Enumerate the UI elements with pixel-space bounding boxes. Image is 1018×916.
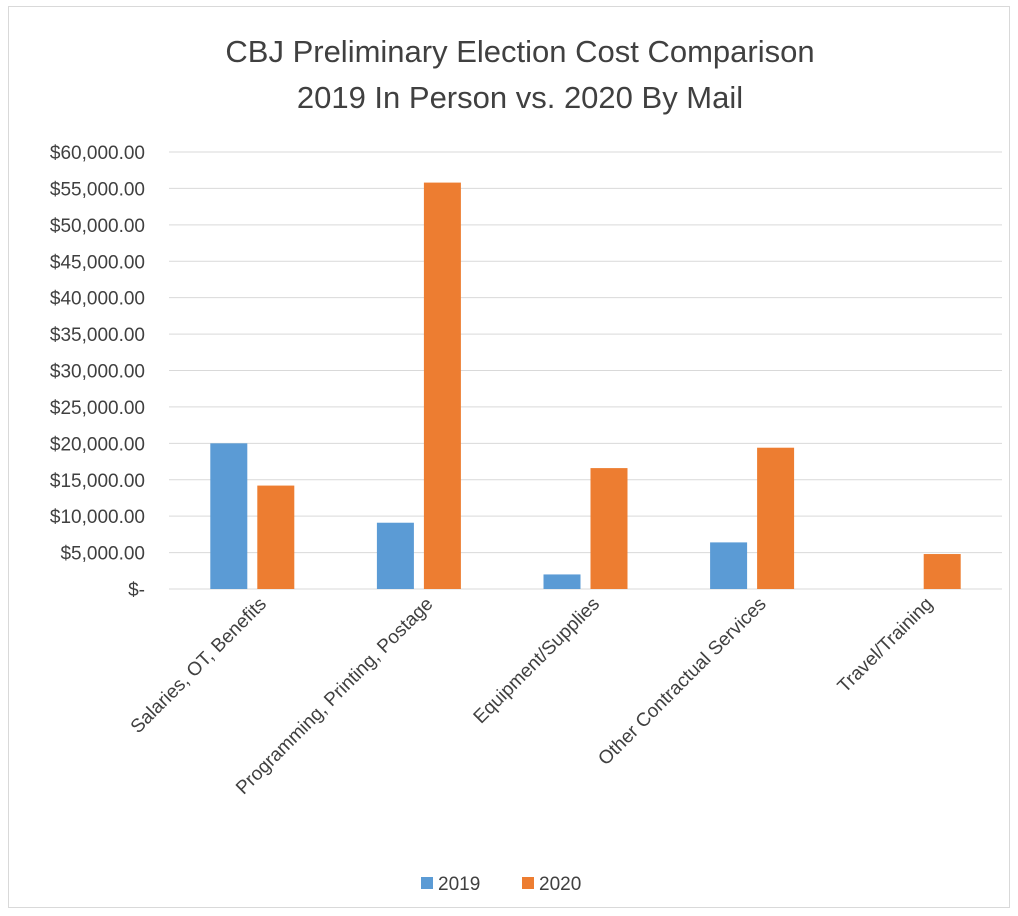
y-tick-label: $15,000.00: [50, 471, 145, 492]
legend-item-2020: 2020: [522, 874, 581, 895]
category-label: Equipment/Supplies: [470, 594, 604, 728]
bars: [210, 182, 961, 589]
y-tick-label: $-: [128, 580, 145, 601]
y-tick-label: $60,000.00: [50, 143, 145, 164]
bar-2019-1: [210, 443, 248, 589]
y-axis-ticks: $- $5,000.00 $10,000.00 $15,000.00 $20,000.0…: [50, 143, 145, 601]
y-tick-label: $25,000.00: [50, 398, 145, 419]
legend-swatch-2020: [522, 877, 534, 889]
category-label: Travel/Training: [834, 594, 937, 697]
y-tick-label: $45,000.00: [50, 252, 145, 273]
gridlines: [169, 151, 1002, 590]
legend: 2019 2020: [421, 874, 581, 895]
category-label: Salaries, OT, Benefits: [127, 594, 271, 738]
bar-2019-2: [376, 522, 414, 589]
legend-swatch-2019: [421, 877, 433, 889]
y-tick-label: $35,000.00: [50, 325, 145, 346]
bar-2019-3: [543, 574, 581, 589]
bar-2020-3: [590, 468, 628, 589]
y-tick-label: $55,000.00: [50, 179, 145, 200]
chart-subtitle: 2019 In Person vs. 2020 By Mail: [297, 80, 743, 115]
y-tick-label: $50,000.00: [50, 216, 145, 237]
bar-2020-4: [757, 447, 795, 589]
bar-2019-4: [710, 542, 748, 589]
legend-item-2019: 2019: [421, 874, 480, 895]
legend-label: 2019: [438, 874, 480, 895]
bar-2020-2: [423, 182, 461, 589]
y-tick-label: $10,000.00: [50, 507, 145, 528]
chart-container: CBJ Preliminary Election Cost Comparison…: [8, 6, 1010, 908]
y-tick-label: $5,000.00: [60, 544, 145, 565]
bar-2020-1: [257, 485, 295, 589]
y-tick-label: $30,000.00: [50, 362, 145, 383]
chart-title: CBJ Preliminary Election Cost Comparison: [225, 34, 814, 69]
legend-label: 2020: [539, 874, 581, 895]
bar-2020-5: [923, 554, 961, 589]
category-label: Programming, Printing, Postage: [232, 594, 437, 799]
y-tick-label: $40,000.00: [50, 289, 145, 310]
chart-svg: CBJ Preliminary Election Cost Comparison…: [50, 34, 1002, 895]
category-label: Other Contractual Services: [594, 594, 770, 770]
y-tick-label: $20,000.00: [50, 434, 145, 455]
